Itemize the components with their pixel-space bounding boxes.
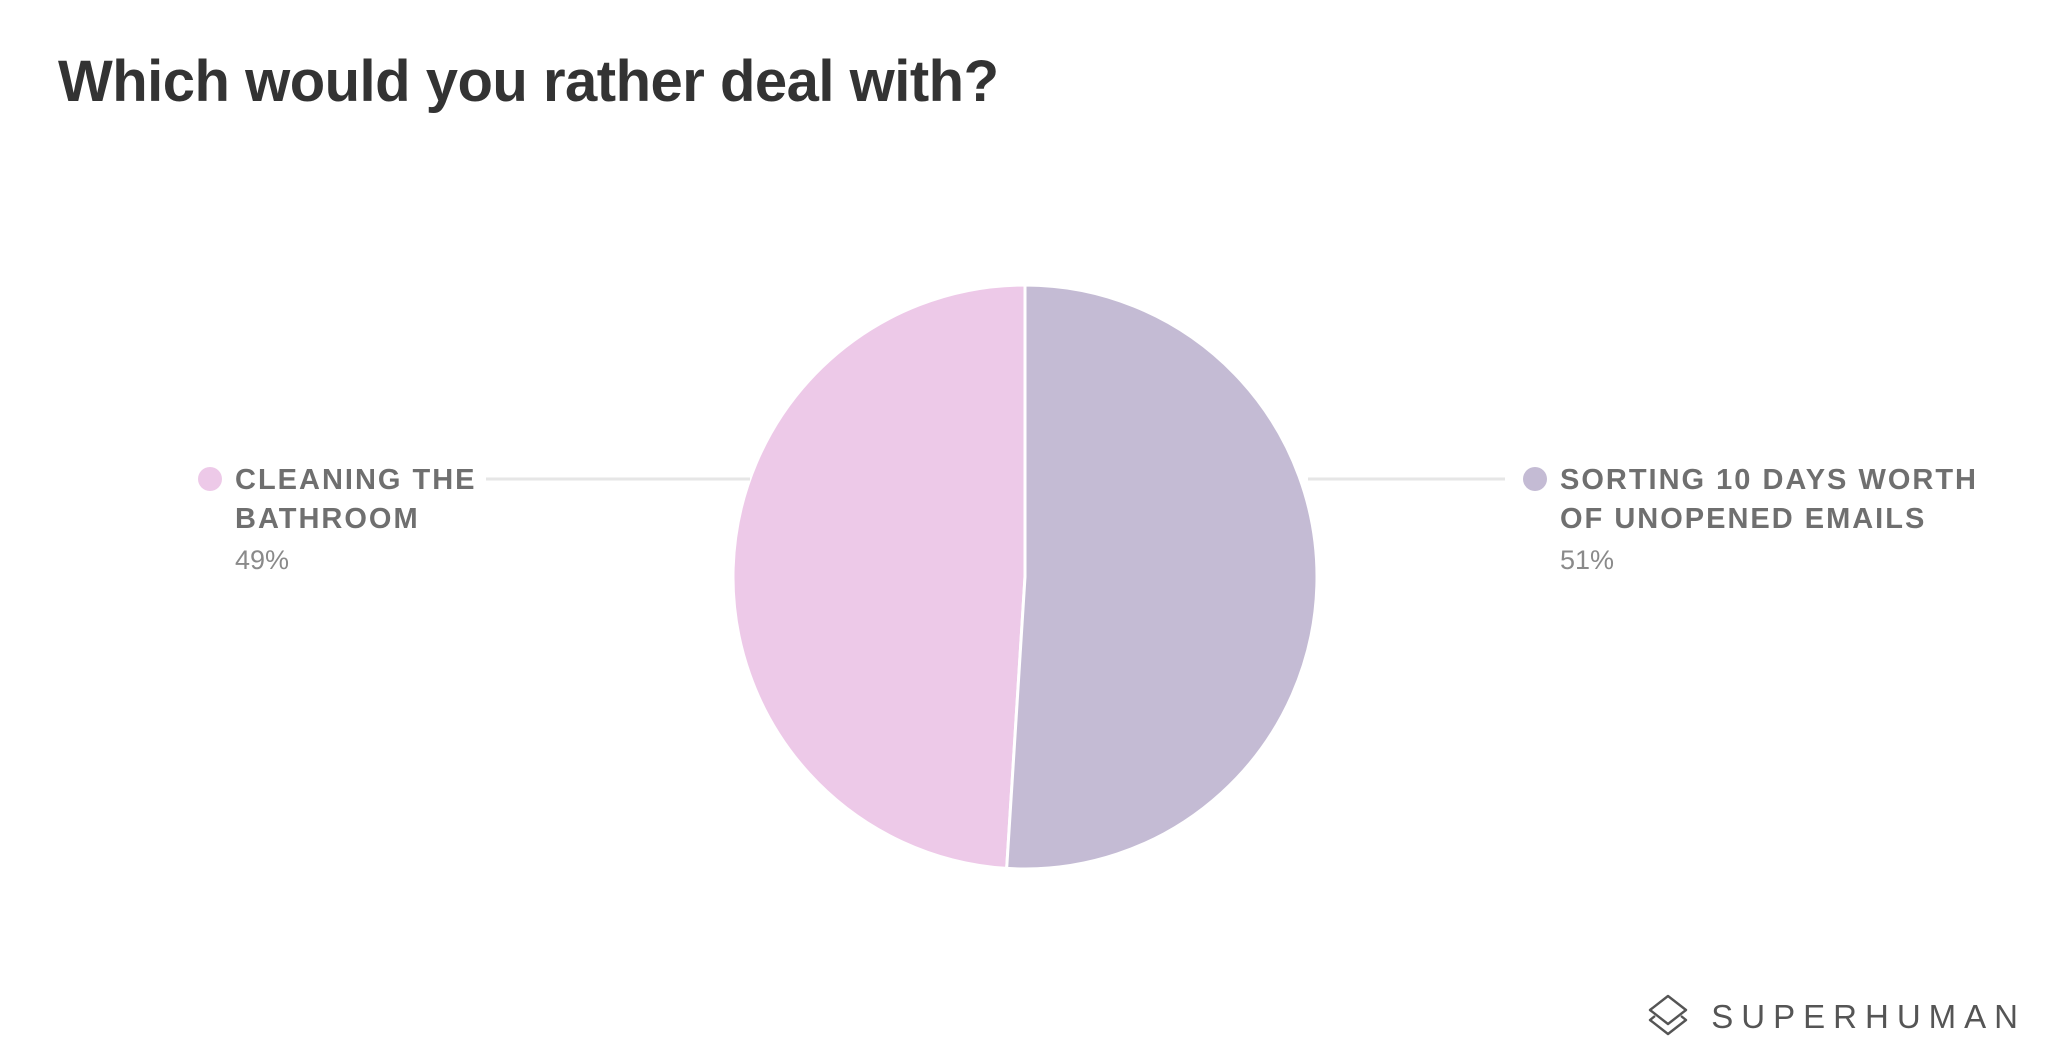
brand-logo: SUPERHUMAN bbox=[1647, 994, 2026, 1040]
legend-label: SORTING 10 DAYS WORTH bbox=[1560, 464, 1978, 496]
legend-dot bbox=[198, 467, 222, 491]
chart-title: Which would you rather deal with? bbox=[58, 49, 999, 114]
brand-name: SUPERHUMAN bbox=[1711, 998, 2026, 1035]
legend-label: BATHROOM bbox=[235, 503, 420, 535]
legend-dot bbox=[1523, 467, 1547, 491]
layers-logo-icon bbox=[1649, 994, 1688, 1036]
legend-value: 49% bbox=[235, 545, 289, 575]
legend-label: CLEANING THE bbox=[235, 464, 477, 496]
legend-label: OF UNOPENED EMAILS bbox=[1560, 503, 1926, 535]
pie-slice[interactable] bbox=[1005, 283, 1319, 871]
pie-slice[interactable] bbox=[731, 283, 1027, 870]
legend-value: 51% bbox=[1560, 545, 1614, 575]
